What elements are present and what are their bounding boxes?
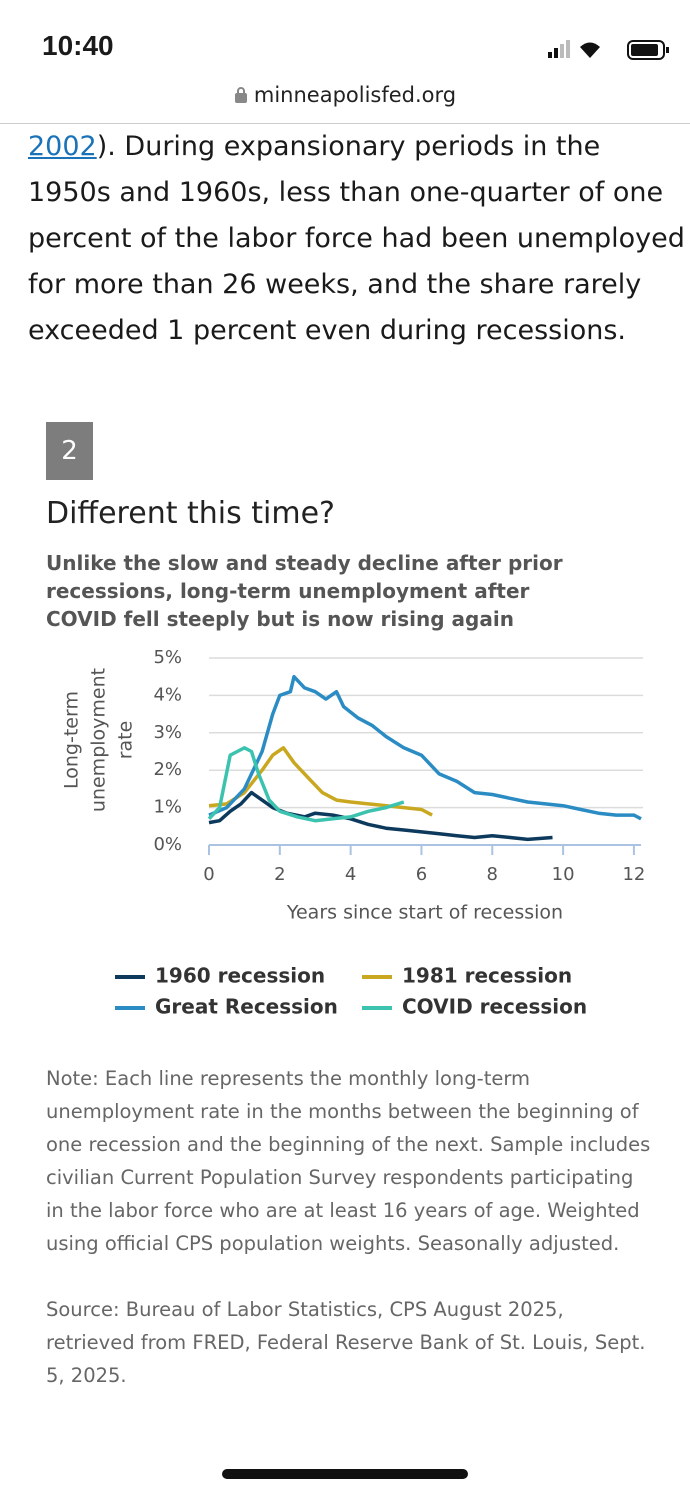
article-line: percent of the labor force had been unem… [28, 216, 685, 262]
figure-source: Source: Bureau of Labor Statistics, CPS … [46, 1298, 646, 1387]
legend-label: COVID recession [402, 995, 587, 1019]
x-tick-label: 0 [203, 864, 214, 885]
series-line [208, 746, 433, 817]
legend-label: Great Recession [155, 995, 338, 1019]
y-tick-label: 2% [153, 759, 182, 780]
article-line: for more than 26 weeks, and the share ra… [28, 262, 641, 308]
y-axis-label: rate [115, 721, 137, 760]
article-line: 1950s and 1960s, less than one-quarter o… [28, 170, 663, 216]
article-line: exceeded 1 percent even during recession… [28, 308, 626, 354]
article-text: percent of the labor force had been unem… [28, 223, 685, 254]
series-line [208, 674, 642, 821]
figure-note: Note: Each line represents the monthly l… [46, 1067, 651, 1255]
article-line: 2002). During expansionary periods in th… [28, 124, 600, 170]
x-tick-label: 8 [487, 864, 498, 885]
y-tick-label: 1% [153, 797, 182, 818]
home-indicator [222, 1469, 468, 1479]
figure-subtitle: Unlike the slow and steady decline after… [46, 551, 563, 631]
series-line [207, 746, 405, 823]
figure-number: 2 [46, 422, 93, 480]
status-icons [548, 40, 669, 60]
y-tick-label: 0% [153, 834, 182, 855]
article-text: 1950s and 1960s, less than one-quarter o… [28, 177, 664, 208]
status-time: 10:40 [42, 30, 114, 61]
figure-title: Different this time? [46, 496, 335, 531]
y-axis-label: Long-term [61, 691, 83, 789]
x-tick-label: 6 [416, 864, 427, 885]
legend-label: 1960 recession [155, 964, 325, 988]
url-bar[interactable]: minneapolisfed.org [0, 83, 690, 107]
y-axis-label: unemployment [88, 668, 110, 812]
y-tick-label: 5% [153, 647, 182, 668]
x-tick-label: 10 [552, 864, 575, 885]
legend-label: 1981 recession [402, 964, 572, 988]
lock-icon [234, 87, 247, 103]
article-text: for more than 26 weeks, and the share ra… [28, 269, 642, 300]
x-tick-label: 12 [622, 864, 645, 885]
y-tick-label: 4% [153, 684, 182, 705]
series-line [208, 790, 553, 842]
y-tick-label: 3% [153, 722, 182, 743]
article-text: exceeded 1 percent even during recession… [28, 315, 627, 346]
chart: 0% 1% 2% 3% 4% 5% 0 2 4 6 8 10 12 Years since start o… [61, 647, 646, 1019]
x-tick-label: 4 [345, 864, 356, 885]
url-text: minneapolisfed.org [253, 83, 457, 107]
article-text: ). During expansionary periods in the [96, 131, 601, 162]
x-axis-label: Years since start of recession [286, 902, 563, 924]
divider [0, 123, 690, 124]
citation-link[interactable]: 2002 [28, 131, 97, 162]
x-tick-label: 2 [274, 864, 285, 885]
